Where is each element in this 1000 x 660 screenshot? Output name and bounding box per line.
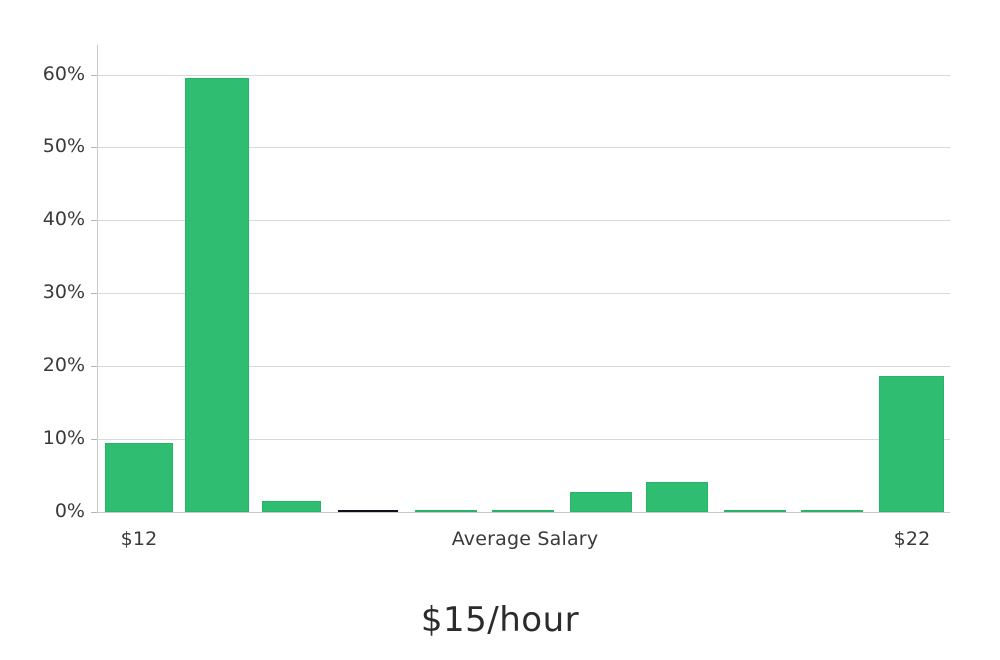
gridline-30pct — [97, 293, 950, 295]
y-tick-label: 0% — [54, 500, 85, 522]
gridline-60pct — [97, 74, 950, 76]
y-tick-mark — [91, 220, 97, 222]
x-tick-label-right: $22 — [893, 528, 931, 550]
gridline-40pct — [97, 220, 950, 222]
y-tick-mark — [91, 74, 97, 76]
bar — [570, 492, 632, 512]
y-tick-label: 10% — [42, 427, 85, 450]
bar — [646, 482, 708, 512]
y-tick-label: 50% — [42, 135, 85, 158]
y-tick-label: 60% — [42, 62, 85, 85]
bar — [105, 443, 173, 512]
bar — [185, 78, 249, 512]
y-tick-label: 30% — [42, 281, 85, 304]
gridline-50pct — [97, 147, 950, 149]
plot-area — [97, 60, 950, 513]
y-tick-mark — [91, 293, 97, 295]
bar — [338, 510, 398, 512]
gridline-20pct — [97, 366, 950, 368]
y-tick-mark — [91, 439, 97, 441]
bar — [724, 509, 786, 512]
y-tick-mark — [91, 366, 97, 368]
bar — [492, 510, 554, 512]
y-tick-mark — [91, 147, 97, 149]
gridline-10pct — [97, 439, 950, 441]
chart-title: $15/hour — [420, 600, 580, 640]
bar — [879, 375, 944, 512]
y-tick-mark — [91, 512, 97, 513]
bar — [801, 509, 863, 512]
bar — [262, 501, 321, 512]
y-tick-label: 20% — [42, 354, 85, 377]
bar — [415, 510, 477, 512]
x-axis-title: Average Salary — [451, 528, 599, 550]
y-tick-label: 40% — [42, 208, 85, 231]
gridline-0pct — [97, 512, 950, 513]
y-axis-line — [97, 45, 98, 512]
x-tick-label-left: $12 — [120, 528, 158, 550]
